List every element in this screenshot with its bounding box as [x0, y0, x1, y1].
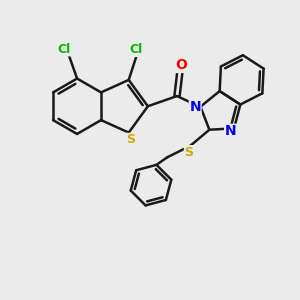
- Text: N: N: [225, 124, 236, 138]
- Text: S: S: [184, 146, 194, 159]
- Text: N: N: [189, 100, 201, 114]
- Text: Cl: Cl: [130, 44, 143, 56]
- Text: Cl: Cl: [58, 43, 71, 56]
- Text: S: S: [126, 134, 135, 146]
- Text: O: O: [176, 58, 187, 72]
